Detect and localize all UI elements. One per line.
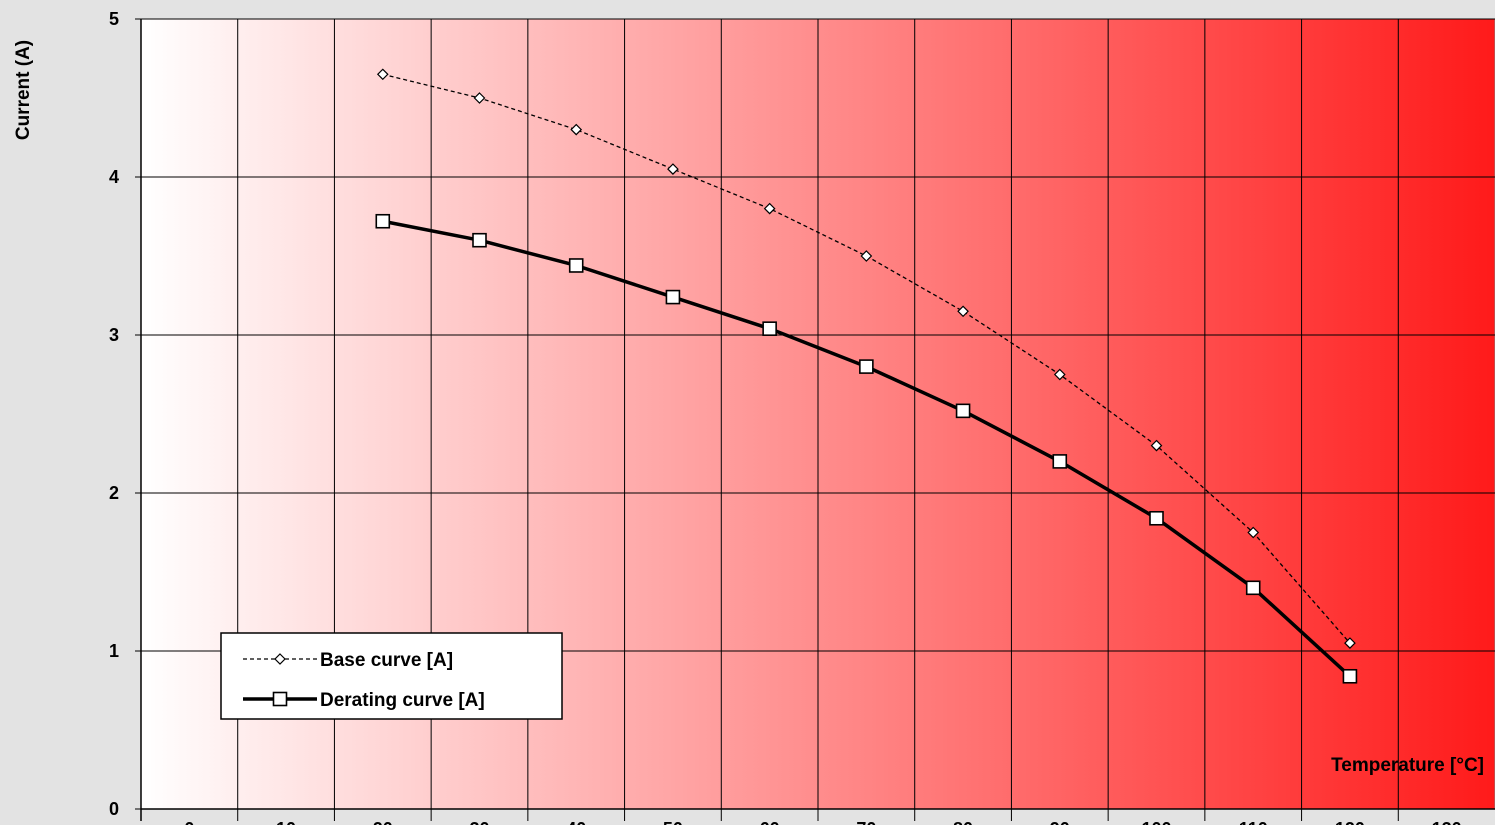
series-base-curve [376,68,1356,649]
data-point-square [272,691,288,707]
data-point-square [665,289,681,305]
data-point-square [859,359,874,374]
y-axis-title: Current (A) [13,40,34,140]
data-point-diamond [376,68,389,81]
y-tick-label: 4 [109,167,119,187]
x-tick-label: 80 [953,819,973,825]
x-tick-label: 10 [276,819,296,825]
y-tick-label: 0 [109,799,119,819]
data-point-diamond [570,123,583,136]
y-tick-label: 5 [109,9,119,29]
legend-box [220,632,563,720]
x-tick-label: 110 [1239,819,1268,825]
data-point-diamond [1344,637,1356,649]
legend-label: Base curve [A] [320,650,453,671]
x-tick-label: 90 [1050,819,1070,825]
gridlines [135,18,1495,821]
data-point-square [472,232,487,248]
data-point-diamond [763,202,776,215]
data-point-square [762,321,777,336]
x-tick-label: 50 [663,819,683,825]
data-point-square [1245,580,1261,596]
y-tick-label: 2 [109,483,119,503]
x-tick-labels: 0 10 20 30 40 50 60 70 80 90 100 110 120 130 [184,819,1461,825]
data-point-square [1342,668,1358,684]
legend-label: Derating curve [A] [320,690,485,711]
x-tick-label: 60 [760,819,780,825]
x-tick-label: 70 [856,819,876,825]
series-layer [375,68,1358,684]
y-tick-labels: 0 1 2 3 4 5 [109,9,119,819]
x-tick-label: 0 [184,819,194,825]
legend-item: Base curve [A] [243,650,453,671]
y-tick-label: 1 [109,641,119,661]
data-point-diamond [473,92,486,104]
x-tick-label: 130 [1432,819,1462,825]
legend-item: Derating curve [A] [243,690,485,711]
x-tick-label: 40 [566,819,586,825]
x-tick-label: 100 [1141,819,1171,825]
x-tick-label: 120 [1335,819,1365,825]
data-point-diamond [1053,368,1066,381]
data-point-square [375,213,391,229]
x-axis-title: Temperature [°C] [1331,755,1484,776]
data-point-square [1052,454,1068,469]
legend: Base curve [A] Derating curve [A] [220,632,563,720]
data-point-diamond [860,250,873,262]
data-point-diamond [667,163,679,175]
y-tick-label: 3 [109,325,119,345]
x-tick-label: 30 [469,819,489,825]
data-point-diamond [957,305,969,318]
data-point-square [568,258,584,273]
data-point-diamond [274,653,286,665]
series-derating-curve [375,213,1358,684]
data-point-diamond [1150,439,1163,452]
data-point-square [1149,510,1164,526]
x-tick-label: 20 [373,819,393,825]
data-point-diamond [1247,526,1260,539]
data-point-square [955,403,971,419]
